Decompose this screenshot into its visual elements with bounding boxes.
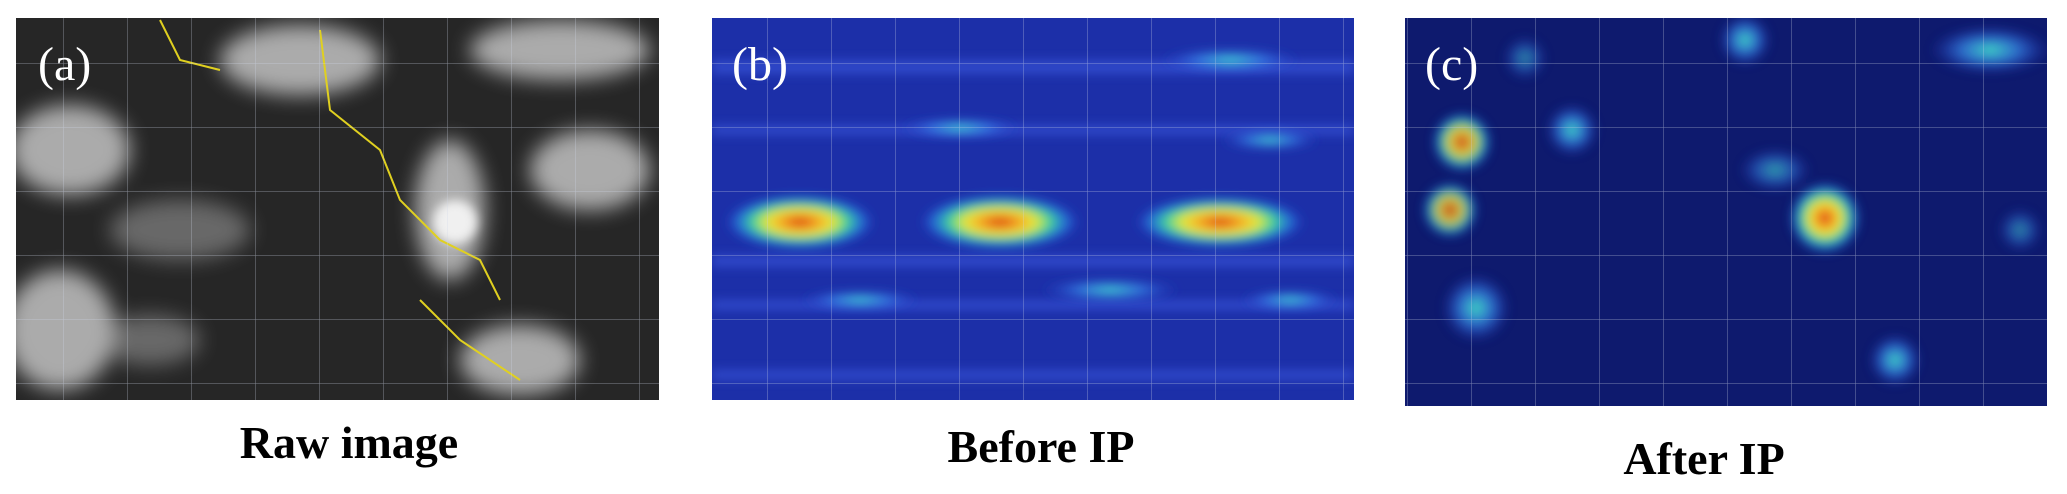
- heatmap-after: [1405, 18, 2047, 406]
- panel-label: (b): [732, 38, 788, 91]
- panel-caption: Before IP: [948, 421, 1135, 472]
- heatmap-before: [712, 18, 1354, 400]
- panel-label: (c): [1425, 38, 1478, 91]
- raw-image: [16, 18, 659, 400]
- panel-caption: Raw image: [240, 417, 458, 468]
- panel-label: (a): [38, 38, 91, 91]
- panel-caption: After IP: [1623, 433, 1784, 484]
